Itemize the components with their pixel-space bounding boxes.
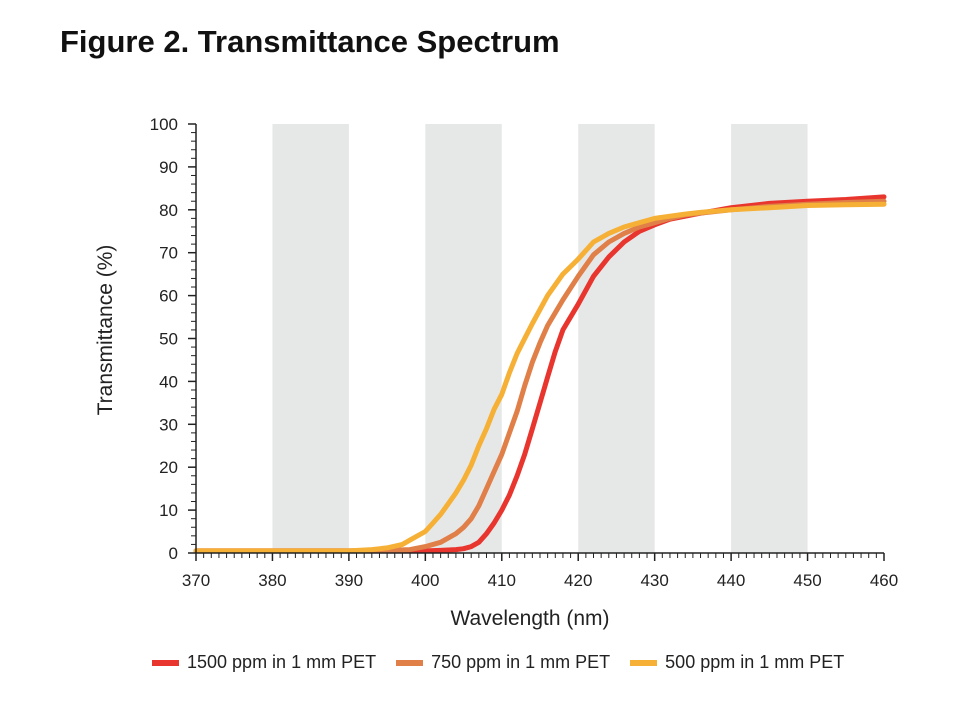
legend-item-2: 500 ppm in 1 mm PET <box>630 652 844 673</box>
y-tick-label-30: 30 <box>159 415 178 434</box>
x-tick-label-410: 410 <box>488 571 516 590</box>
legend-swatch-0 <box>152 659 179 666</box>
x-tick-label-380: 380 <box>258 571 286 590</box>
y-tick-label-10: 10 <box>159 501 178 520</box>
y-tick-label-90: 90 <box>159 158 178 177</box>
x-tick-label-460: 460 <box>870 571 898 590</box>
y-tick-label-70: 70 <box>159 244 178 263</box>
y-tick-label-50: 50 <box>159 330 178 349</box>
x-axis-label: Wavelength (nm) <box>450 607 609 630</box>
legend-item-0: 1500 ppm in 1 mm PET <box>152 652 376 673</box>
x-tick-label-450: 450 <box>793 571 821 590</box>
y-tick-label-0: 0 <box>169 544 178 563</box>
y-tick-label-100: 100 <box>150 115 178 134</box>
x-tick-label-390: 390 <box>335 571 363 590</box>
legend-label-0: 1500 ppm in 1 mm PET <box>187 652 377 672</box>
series-line-2 <box>193 201 887 554</box>
x-tick-label-400: 400 <box>411 571 439 590</box>
legend-swatch-2 <box>630 659 658 666</box>
x-tick-label-370: 370 <box>182 571 210 590</box>
shaded-band-0 <box>272 124 349 553</box>
y-tick-label-80: 80 <box>159 201 178 220</box>
legend-swatch-1 <box>396 659 424 666</box>
legend-label-1: 750 ppm in 1 mm PET <box>431 652 611 672</box>
x-tick-label-420: 420 <box>564 571 592 590</box>
legend: 1500 ppm in 1 mm PET 750 ppm in 1 mm PET 5… <box>152 652 864 673</box>
y-tick-label-40: 40 <box>159 372 178 391</box>
x-tick-label-440: 440 <box>717 571 745 590</box>
shaded-band-2 <box>578 124 655 553</box>
y-tick-label-60: 60 <box>159 287 178 306</box>
legend-item-1: 750 ppm in 1 mm PET <box>396 652 610 673</box>
y-axis-label: Transmittance (%) <box>94 245 117 416</box>
chart-title: Figure 2. Transmittance Spectrum <box>60 24 560 59</box>
y-tick-label-20: 20 <box>159 458 178 477</box>
x-tick-label-430: 430 <box>640 571 668 590</box>
legend-label-2: 500 ppm in 1 mm PET <box>665 652 845 672</box>
shaded-band-3 <box>731 124 808 553</box>
shaded-band-1 <box>425 124 502 553</box>
